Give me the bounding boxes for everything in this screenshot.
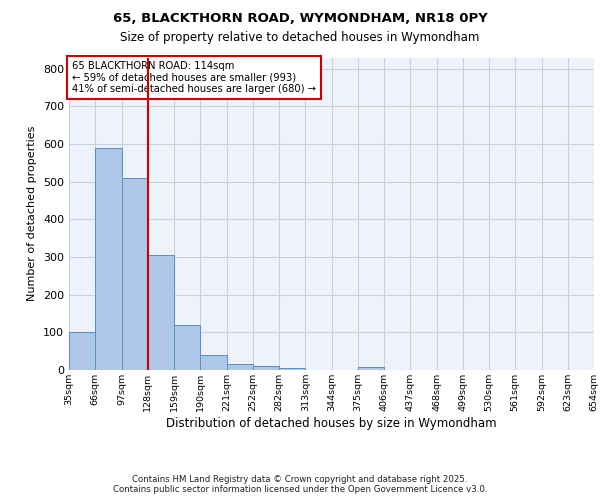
Text: 65, BLACKTHORN ROAD, WYMONDHAM, NR18 0PY: 65, BLACKTHORN ROAD, WYMONDHAM, NR18 0PY (113, 12, 487, 26)
Bar (253, 366, 279, 370)
Text: 65 BLACKTHORN ROAD: 114sqm
← 59% of detached houses are smaller (993)
41% of sem: 65 BLACKTHORN ROAD: 114sqm ← 59% of deta… (71, 60, 316, 94)
Text: Size of property relative to detached houses in Wymondham: Size of property relative to detached ho… (121, 31, 479, 44)
Y-axis label: Number of detached properties: Number of detached properties (28, 126, 37, 302)
Bar (227, 364, 253, 370)
Text: Contains HM Land Registry data © Crown copyright and database right 2025.
Contai: Contains HM Land Registry data © Crown c… (113, 474, 487, 494)
Bar (279, 368, 305, 370)
Bar (174, 325, 200, 370)
Bar (121, 178, 148, 370)
Bar (148, 255, 174, 370)
Bar (200, 355, 227, 370)
X-axis label: Distribution of detached houses by size in Wymondham: Distribution of detached houses by size … (166, 417, 497, 430)
Bar (358, 367, 384, 370)
Bar (95, 148, 121, 370)
Bar (69, 332, 95, 370)
